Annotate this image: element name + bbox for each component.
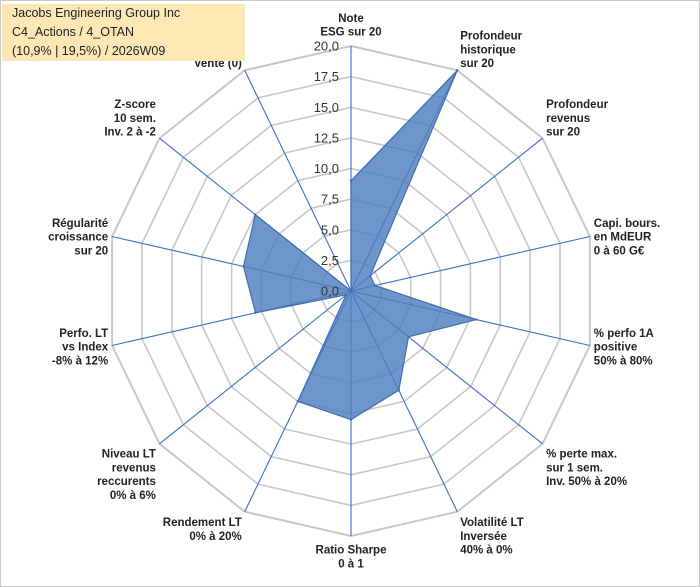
data-point-4 — [475, 318, 478, 321]
axis-spoke-2 — [350, 137, 543, 292]
category-label-12-line-2: Inv. 2 à -2 — [104, 127, 156, 139]
category-label-8-line-0: Rendement LT — [163, 517, 242, 529]
category-label-11-line-0: Régularité — [52, 218, 108, 230]
category-label-0: Note ESG sur 20 — [320, 13, 381, 39]
category-label-11: Régularité croissance sur 20 — [48, 218, 108, 258]
title-portfolio: C4_Actions / 4_OTAN — [12, 25, 135, 39]
axis-spoke-3 — [350, 235, 591, 292]
category-label-13-line-2: Vente (0) — [194, 58, 242, 70]
category-label-9: Niveau LT revenus reccurents 0% à 6% — [97, 449, 156, 502]
radial-tick-labels: 0,0 2,5 5,0 7,5 10,0 12,5 15,0 17,5 20,0 — [314, 39, 339, 299]
category-label-7: Ratio Sharpe 0 à 1 — [316, 545, 387, 571]
tick-label-8: 20,0 — [314, 39, 339, 54]
tick-label-4: 10,0 — [314, 161, 339, 176]
tick-label-6: 15,0 — [314, 100, 339, 115]
category-label-1-line-2: sur 20 — [460, 58, 494, 70]
radar-series — [242, 69, 479, 421]
tick-label-3: 7,5 — [321, 192, 339, 207]
category-label-5: % perte max. sur 1 sem. Inv. 50% à 20% — [546, 449, 627, 489]
data-point-3 — [373, 284, 377, 287]
tick-label-1: 2,5 — [321, 253, 339, 268]
category-label-4-line-1: positive — [594, 342, 637, 354]
category-label-0-line-0: Note — [338, 13, 364, 25]
category-label-8: Rendement LT 0% à 20% — [163, 517, 242, 543]
category-label-12-line-0: Z-score — [114, 99, 156, 111]
data-point-1 — [456, 69, 459, 72]
category-label-9-line-2: reccurents — [97, 476, 156, 488]
category-label-1-line-1: historique — [460, 44, 516, 56]
category-label-4-line-0: % perfo 1A — [594, 328, 654, 340]
category-label-2: Profondeur revenus sur 20 — [546, 99, 608, 139]
tick-label-5: 12,5 — [314, 130, 339, 145]
category-label-9-line-3: 0% à 6% — [110, 490, 156, 502]
category-label-5-line-1: sur 1 sem. — [546, 462, 603, 474]
category-label-3-line-1: en MdEUR — [594, 232, 652, 244]
data-point-5 — [407, 335, 410, 338]
category-label-5-line-2: Inv. 50% à 20% — [546, 476, 627, 488]
category-label-5-line-0: % perte max. — [546, 449, 617, 461]
title-company: Jacobs Engineering Group Inc — [12, 6, 181, 20]
category-label-8-line-1: 0% à 20% — [189, 531, 241, 543]
category-label-2-line-1: revenus — [546, 113, 590, 125]
tick-label-0: 0,0 — [321, 284, 339, 299]
category-label-1-line-0: Profondeur — [460, 31, 522, 43]
category-labels: Note ESG sur 20 Profondeur historique sur 20… — [48, 13, 660, 570]
data-point-12 — [254, 213, 257, 216]
data-point-9 — [345, 293, 348, 296]
category-label-7-line-1: 0 à 1 — [338, 558, 364, 570]
category-label-12-line-1: 10 sem. — [114, 113, 156, 125]
category-label-6-line-2: 40% à 0% — [460, 545, 512, 557]
category-label-10-line-0: Perfo. LT — [59, 328, 108, 340]
data-point-8 — [296, 400, 299, 403]
category-label-4-line-2: 50% à 80% — [594, 355, 653, 367]
category-label-10-line-1: vs Index — [62, 342, 109, 354]
chart-title-box: Jacobs Engineering Group Inc C4_Actions … — [2, 4, 245, 61]
category-label-3-line-2: 0 à 60 G€ — [594, 245, 645, 257]
category-label-9-line-0: Niveau LT — [102, 449, 156, 461]
axis-spoke-9 — [159, 290, 352, 445]
category-label-4: % perfo 1A positive 50% à 80% — [594, 328, 654, 368]
series-area — [242, 69, 479, 421]
tick-label-7: 17,5 — [314, 69, 339, 84]
category-label-11-line-2: sur 20 — [74, 245, 108, 257]
category-label-12: Z-score 10 sem. Inv. 2 à -2 — [104, 99, 156, 139]
data-point-13 — [349, 289, 353, 293]
category-label-0-line-1: ESG sur 20 — [320, 27, 381, 39]
category-label-6-line-1: Inversée — [460, 531, 507, 543]
category-label-3: Capi. bours. en MdEUR 0 à 60 G€ — [594, 218, 660, 258]
data-point-11 — [242, 265, 245, 268]
data-point-6 — [397, 389, 400, 392]
axis-spoke-13 — [244, 70, 352, 292]
category-label-6: Volatilité LT Inversée 40% à 0% — [460, 517, 523, 557]
title-performance-week: (10,9% | 19,5%) / 2026W09 — [12, 44, 166, 58]
tick-label-2: 5,0 — [321, 222, 339, 237]
category-label-2-line-0: Profondeur — [546, 99, 608, 111]
category-label-3-line-0: Capi. bours. — [594, 218, 660, 230]
category-label-6-line-0: Volatilité LT — [460, 517, 523, 529]
data-point-2 — [369, 274, 372, 277]
data-point-7 — [349, 418, 353, 421]
data-point-10 — [254, 311, 257, 314]
category-label-10: Perfo. LT vs Index -8% à 12% — [52, 328, 109, 368]
category-label-9-line-1: revenus — [112, 462, 156, 474]
category-label-1: Profondeur historique sur 20 — [460, 31, 522, 71]
category-label-11-line-1: croissance — [48, 232, 108, 244]
category-label-2-line-2: sur 20 — [546, 127, 580, 139]
data-point-0 — [349, 179, 353, 182]
category-label-7-line-0: Ratio Sharpe — [316, 545, 387, 557]
category-label-10-line-2: -8% à 12% — [52, 355, 108, 367]
